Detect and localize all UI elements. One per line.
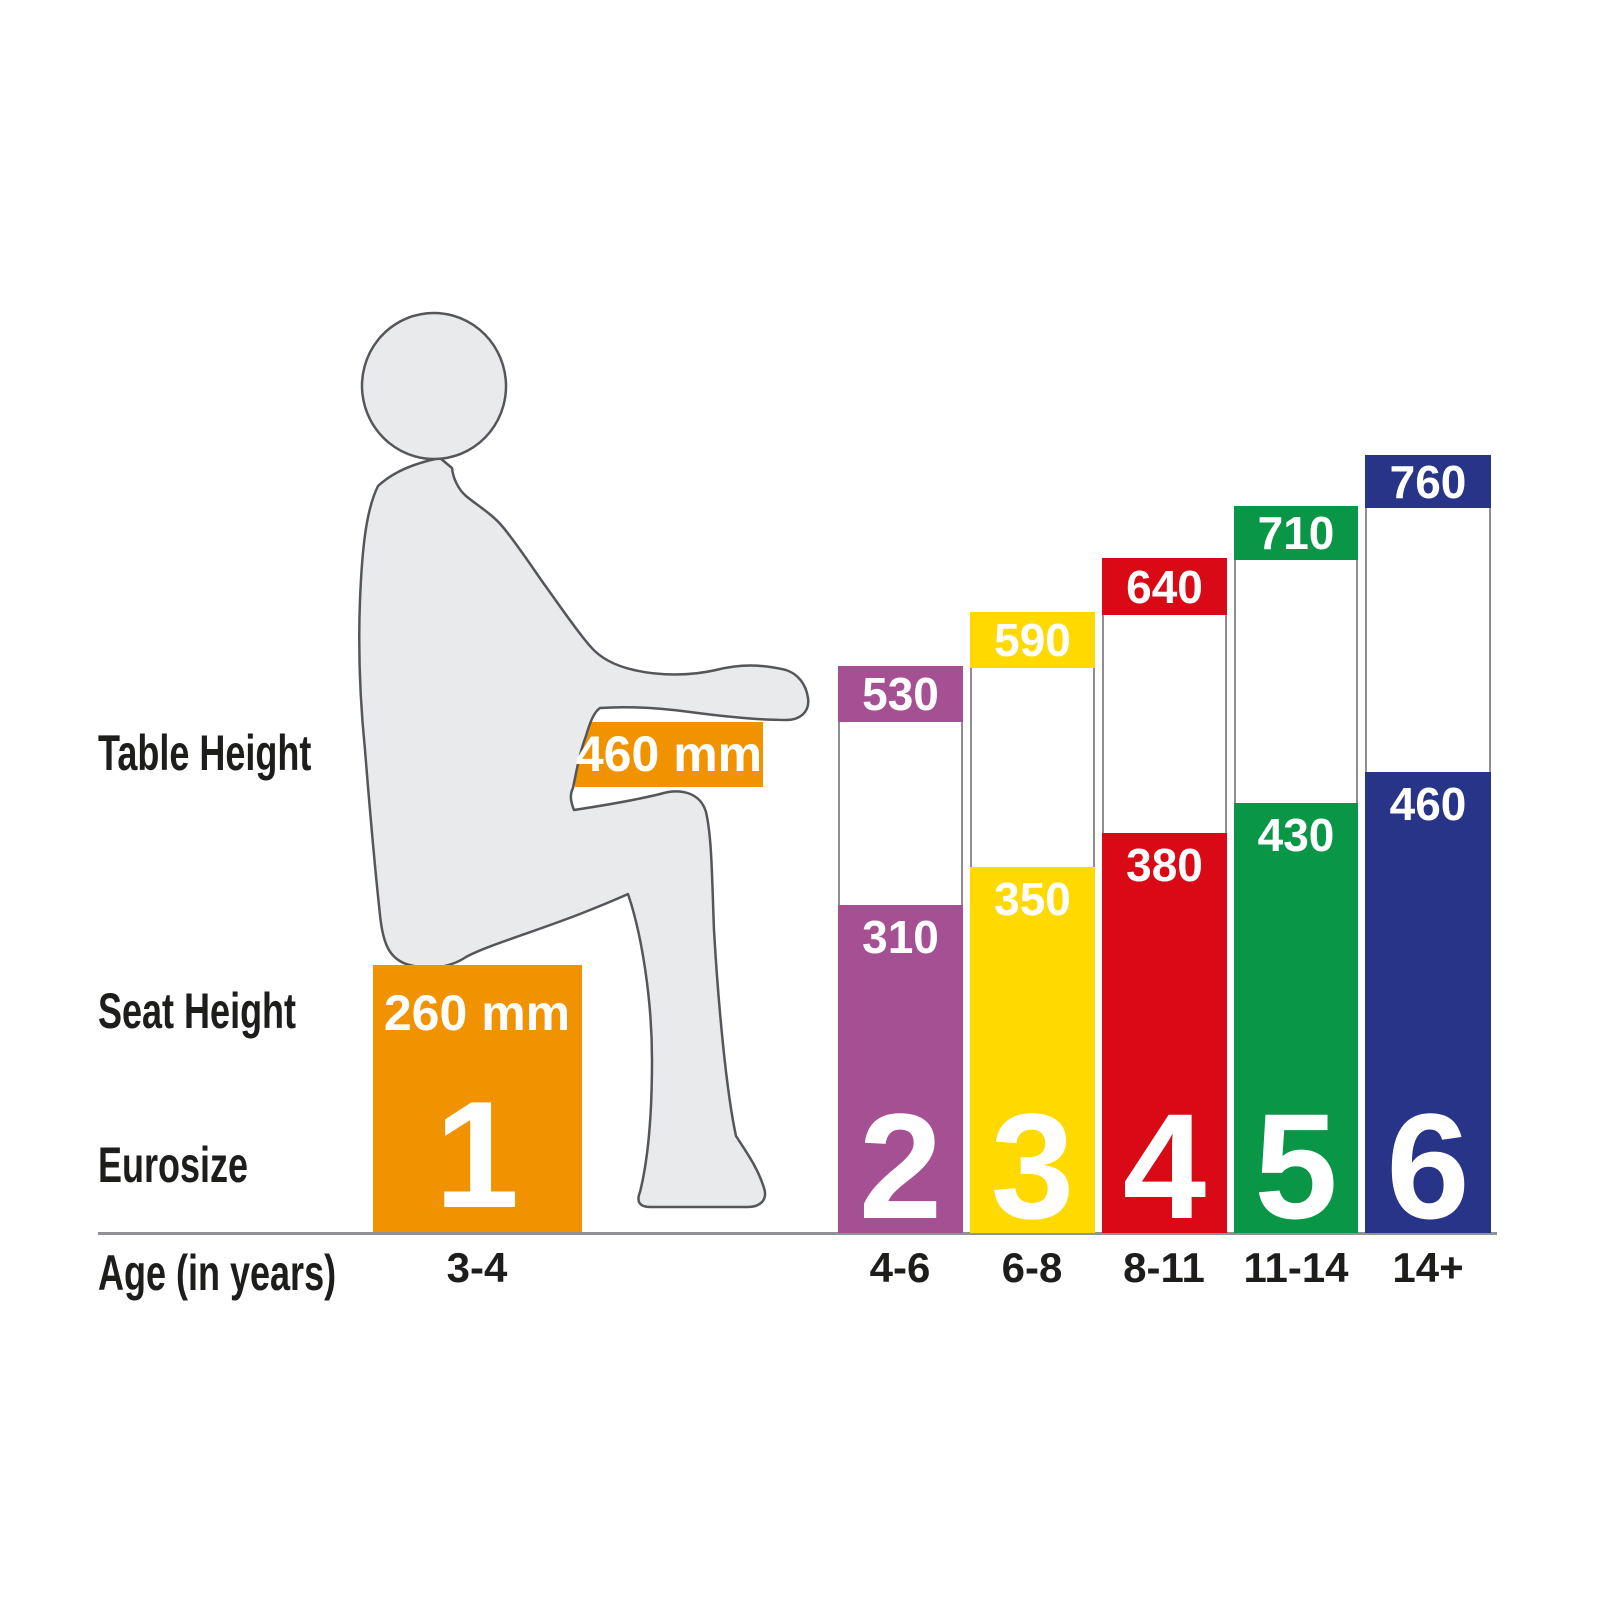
table-height-value: 590 <box>994 614 1071 666</box>
table-height-value: 530 <box>862 668 939 720</box>
eurosize-column-3: 590 350 3 <box>970 612 1095 1241</box>
eurosize-column-4: 640 380 4 <box>1102 558 1227 1241</box>
seat-height-segment: 430 5 <box>1234 803 1358 1241</box>
column-gap <box>1102 615 1227 833</box>
seat-height-value: 430 <box>1257 809 1335 861</box>
age-value: 4-6 <box>869 1244 931 1291</box>
age-value: 6-8 <box>1001 1244 1063 1291</box>
column-gap <box>1365 508 1491 772</box>
column-gap <box>1234 560 1358 803</box>
table-height-value: 640 <box>1126 560 1203 613</box>
eurosize-number: 5 <box>1254 1082 1338 1250</box>
eurosize-number: 6 <box>1386 1082 1470 1250</box>
seat-height-segment: 380 4 <box>1102 833 1227 1241</box>
label-eurosize: Eurosize <box>98 1137 249 1193</box>
seat-height-value: 350 <box>994 873 1071 925</box>
size1-table-block <box>575 722 763 787</box>
child-silhouette-body <box>357 456 810 1209</box>
table-height-cap: 760 <box>1365 455 1491 508</box>
seat-height-segment: 310 2 <box>838 905 963 1241</box>
table-height-value: 710 <box>1257 507 1335 559</box>
age-value: 8-11 <box>1123 1244 1205 1291</box>
eurosize-number: 3 <box>990 1082 1075 1250</box>
age-value: 3-4 <box>446 1244 508 1291</box>
seat-height-segment: 460 6 <box>1365 772 1491 1241</box>
size1-seat-block <box>373 965 582 1233</box>
child-silhouette <box>357 311 810 1209</box>
table-height-cap: 590 <box>970 612 1095 668</box>
column-gap <box>838 722 963 905</box>
label-age: Age (in years) <box>98 1245 337 1301</box>
size1-table-height-value: 460 mm <box>576 726 762 782</box>
label-table-height: Table Height <box>98 725 312 781</box>
eurosize-column-5: 710 430 5 <box>1234 506 1358 1241</box>
seat-height-value: 310 <box>862 911 939 963</box>
eurosize-number: 2 <box>858 1082 943 1250</box>
age-value: 11-14 <box>1243 1244 1349 1291</box>
baseline-axis <box>98 1232 1497 1235</box>
size1-seat-height-value: 260 mm <box>384 985 570 1041</box>
seat-height-segment: 350 3 <box>970 867 1095 1241</box>
eurosize-column-6: 760 460 6 <box>1365 455 1491 1241</box>
eurosize-column-2: 530 310 2 <box>838 666 963 1241</box>
table-height-value: 760 <box>1389 455 1467 508</box>
age-value: 14+ <box>1392 1244 1464 1291</box>
label-seat-height: Seat Height <box>98 983 297 1039</box>
child-silhouette-head <box>360 311 508 461</box>
eurosize-number: 4 <box>1122 1082 1207 1250</box>
table-height-cap: 710 <box>1234 506 1358 560</box>
table-height-cap: 530 <box>838 666 963 722</box>
size1-eurosize-number: 1 <box>435 1070 520 1240</box>
column-gap <box>970 668 1095 867</box>
seat-height-value: 460 <box>1389 778 1467 830</box>
table-height-cap: 640 <box>1102 558 1227 615</box>
seat-height-value: 380 <box>1126 839 1203 891</box>
